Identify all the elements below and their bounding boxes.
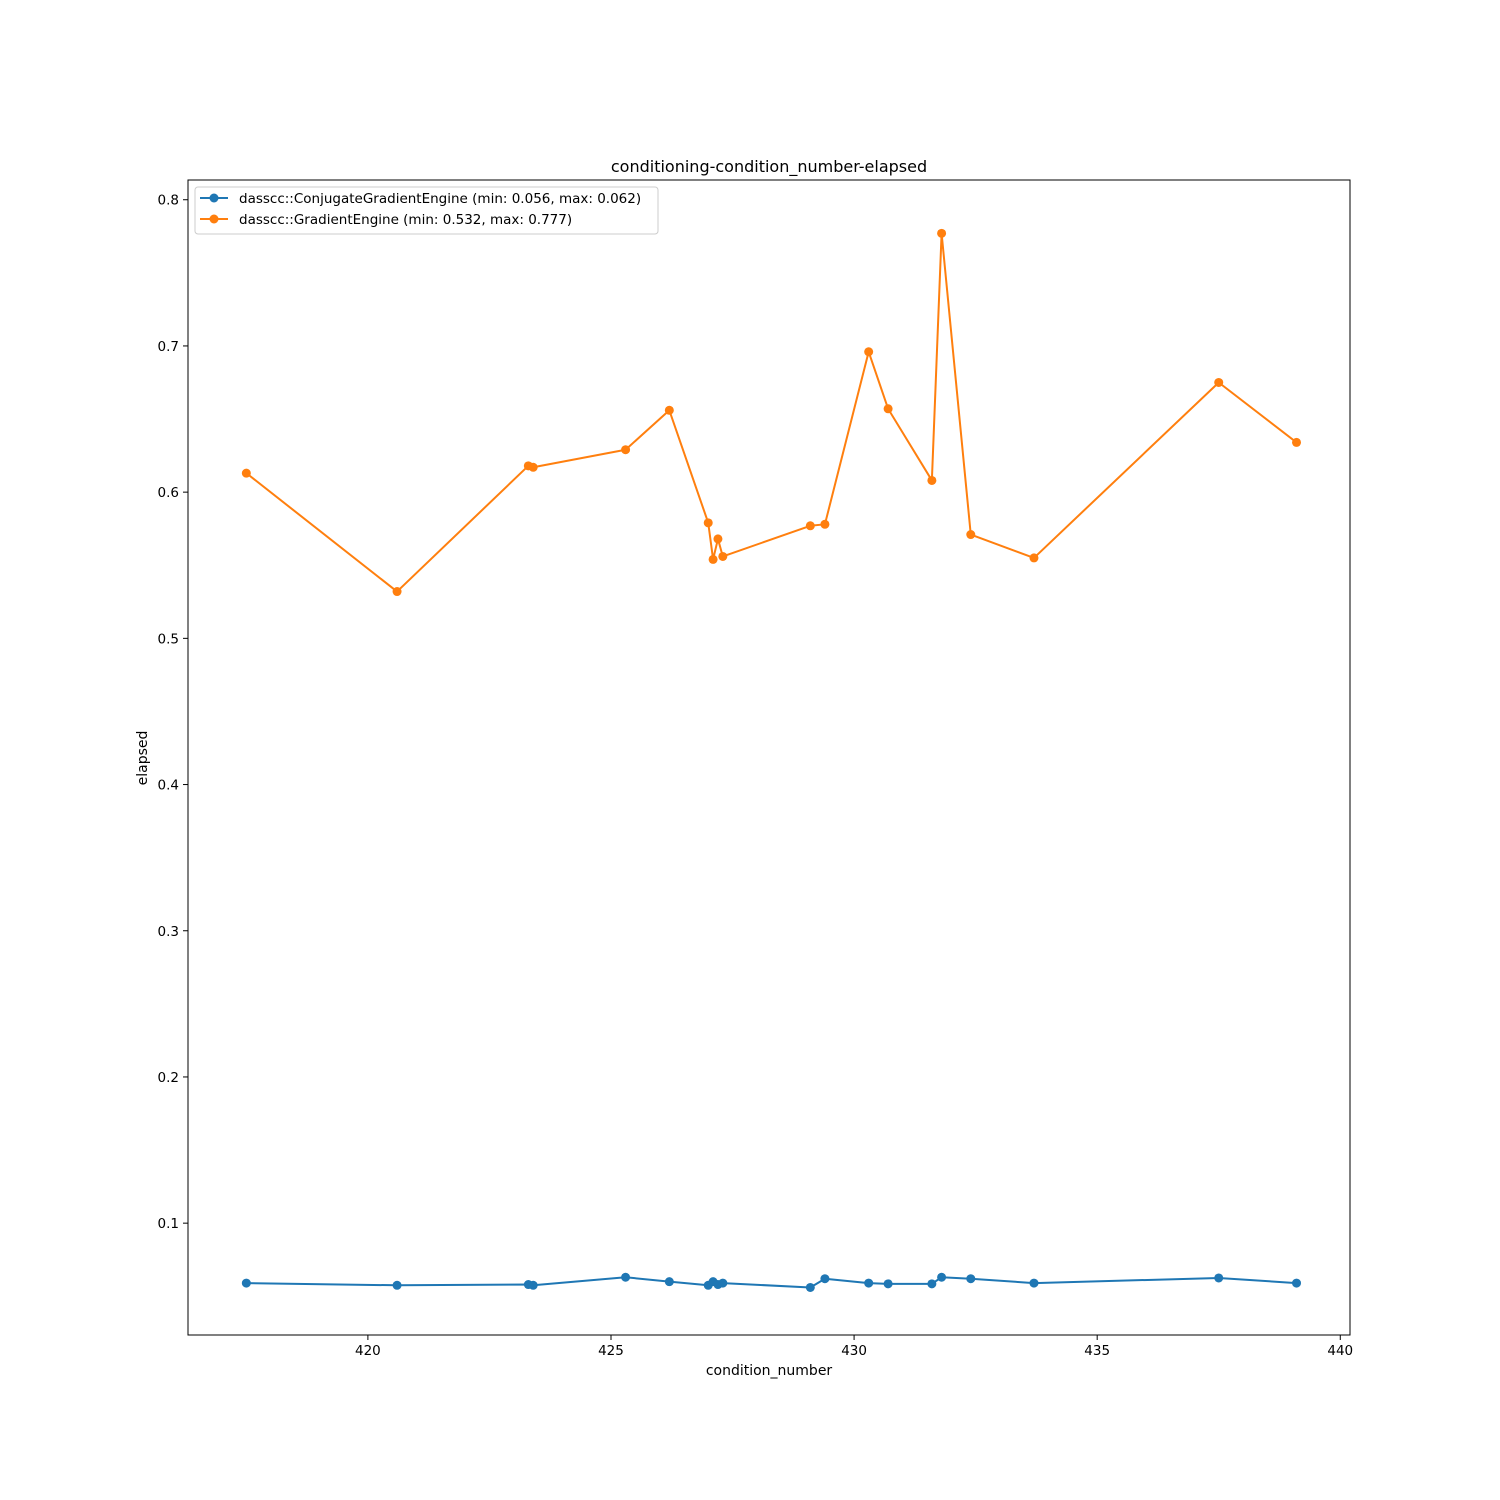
data-point <box>883 404 893 414</box>
data-point <box>864 347 874 357</box>
data-point <box>927 1279 937 1289</box>
x-tick-label: 425 <box>598 1343 624 1359</box>
data-point <box>966 530 976 540</box>
x-tick-label: 420 <box>355 1343 381 1359</box>
data-point <box>1292 1278 1302 1288</box>
data-point <box>1214 1273 1224 1283</box>
x-tick-label: 430 <box>841 1343 867 1359</box>
x-tick-label: 435 <box>1084 1343 1110 1359</box>
series-line <box>245 232 1298 593</box>
legend-marker <box>209 193 219 203</box>
data-point <box>864 1278 874 1288</box>
data-point <box>664 405 674 415</box>
data-point <box>820 519 830 529</box>
x-axis-label: condition_number <box>706 1363 833 1379</box>
chart-title: conditioning-condition_number-elapsed <box>611 157 927 177</box>
y-tick-label: 0.8 <box>158 193 179 209</box>
legend-item-1: dasscc::GradientEngine (min: 0.532, max:… <box>200 212 572 228</box>
data-point <box>805 1282 815 1292</box>
legend-label: dasscc::ConjugateGradientEngine (min: 0.… <box>239 191 641 207</box>
data-point <box>1214 377 1224 387</box>
data-point <box>937 1272 947 1282</box>
data-point <box>528 1280 538 1290</box>
data-point <box>241 1278 251 1288</box>
legend-label: dasscc::GradientEngine (min: 0.532, max:… <box>239 212 572 228</box>
series-layer <box>241 228 1302 1292</box>
data-point <box>241 468 251 478</box>
data-point <box>937 228 947 238</box>
y-tick-label: 0.1 <box>158 1216 179 1232</box>
data-point <box>966 1274 976 1284</box>
x-axis: 420 425 430 435 440 <box>355 1335 1353 1359</box>
y-tick-label: 0.2 <box>158 1070 179 1086</box>
plot-background <box>188 180 1350 1335</box>
y-tick-label: 0.5 <box>158 631 179 647</box>
legend-marker <box>209 214 219 224</box>
y-tick-label: 0.7 <box>158 339 179 355</box>
data-point <box>708 554 718 564</box>
data-point <box>392 1280 402 1290</box>
data-point <box>805 521 815 531</box>
data-point <box>718 1278 728 1288</box>
y-tick-label: 0.4 <box>158 778 179 794</box>
data-point <box>718 551 728 561</box>
plot-frame <box>187 179 1351 1336</box>
data-point <box>1292 437 1302 447</box>
data-point <box>713 534 723 544</box>
y-axis-label: elapsed <box>135 731 151 786</box>
data-point <box>820 1274 830 1284</box>
x-tick-label: 440 <box>1327 1343 1353 1359</box>
data-point <box>621 1272 631 1282</box>
data-point <box>621 445 631 455</box>
series-1 <box>241 228 1302 597</box>
legend-item-0: dasscc::ConjugateGradientEngine (min: 0.… <box>200 191 641 207</box>
data-point <box>1029 553 1039 563</box>
data-point <box>703 518 713 528</box>
y-axis: 0.1 0.2 0.3 0.4 0.5 0.6 0.7 0.8 <box>158 193 188 1232</box>
data-point <box>883 1279 893 1289</box>
legend-box <box>194 186 659 235</box>
y-tick-label: 0.6 <box>158 485 179 501</box>
y-tick-label: 0.3 <box>158 924 179 940</box>
series-0 <box>241 1272 1302 1292</box>
legend: dasscc::ConjugateGradientEngine (min: 0.… <box>194 186 659 235</box>
plot-area <box>188 180 1350 1335</box>
data-point <box>664 1277 674 1287</box>
data-point <box>1029 1278 1039 1288</box>
series-line <box>246 1276 1297 1289</box>
data-point <box>927 475 937 485</box>
data-point <box>392 587 402 597</box>
data-point <box>528 462 538 472</box>
